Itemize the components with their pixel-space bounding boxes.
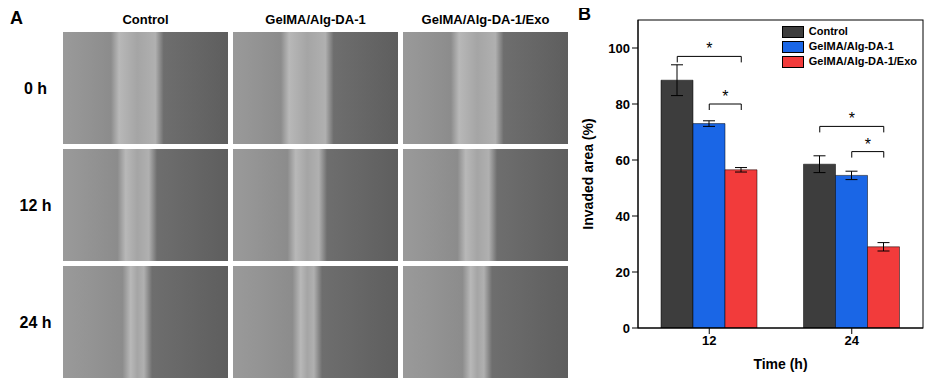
svg-text:80: 80 bbox=[616, 97, 630, 112]
svg-text:24: 24 bbox=[845, 333, 860, 348]
svg-text:A: A bbox=[10, 8, 23, 28]
svg-text:GelMA/Alg-DA-1/Exo: GelMA/Alg-DA-1/Exo bbox=[422, 12, 550, 27]
html-text:Control: Control bbox=[808, 25, 848, 37]
svg-text:*: * bbox=[722, 88, 728, 105]
svg-text:GelMA/Alg-DA-1: GelMA/Alg-DA-1 bbox=[265, 12, 365, 27]
svg-text:*: * bbox=[865, 136, 871, 153]
html-text:B: B bbox=[578, 4, 591, 24]
svg-text:20: 20 bbox=[616, 265, 630, 280]
svg-text:Time (h): Time (h) bbox=[753, 356, 807, 372]
svg-text:12 h: 12 h bbox=[19, 197, 51, 214]
html-text:GelMA/Alg-DA-1/Exo: GelMA/Alg-DA-1/Exo bbox=[808, 55, 917, 67]
svg-text:0: 0 bbox=[623, 321, 630, 336]
svg-text:Control: Control bbox=[122, 12, 168, 27]
html-text:GelMA/Alg-DA-1: GelMA/Alg-DA-1 bbox=[808, 40, 894, 52]
svg-text:60: 60 bbox=[616, 153, 630, 168]
svg-text:12: 12 bbox=[702, 333, 716, 348]
svg-text:40: 40 bbox=[616, 209, 630, 224]
svg-text:0 h: 0 h bbox=[24, 80, 47, 97]
svg-text:*: * bbox=[706, 40, 712, 57]
svg-text:Invaded area (%): Invaded area (%) bbox=[580, 118, 596, 229]
svg-text:*: * bbox=[849, 110, 855, 127]
svg-text:24 h: 24 h bbox=[19, 314, 51, 331]
svg-text:100: 100 bbox=[608, 41, 630, 56]
